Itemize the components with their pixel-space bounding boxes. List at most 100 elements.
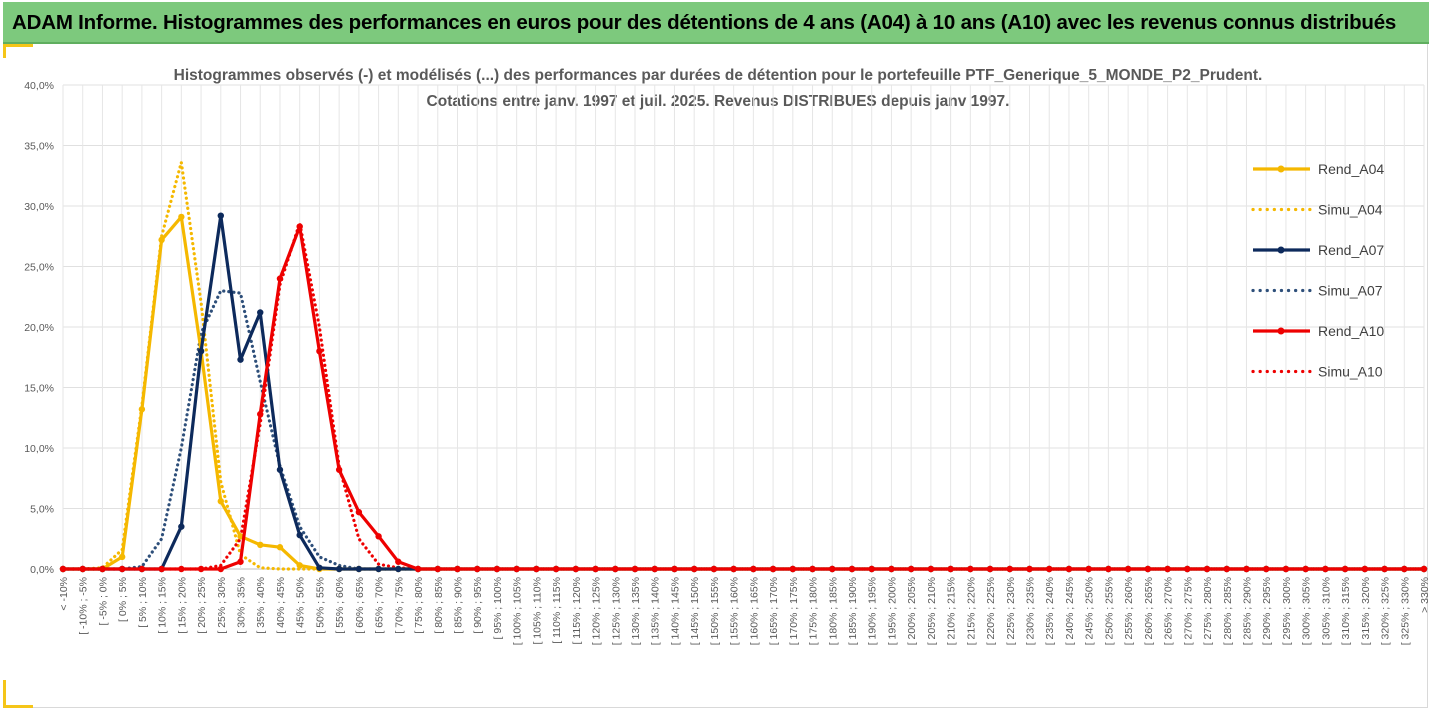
x-tick-label: [ 85% ; 90%: [452, 577, 464, 634]
report-banner: ADAM Informe. Histogrammes des performan…: [3, 2, 1429, 44]
data-point-rend_a10: [1046, 565, 1053, 573]
data-point-rend_a10: [631, 565, 639, 573]
legend-marker-rend_a10: [1277, 327, 1285, 335]
data-point-rend_a07: [335, 565, 343, 573]
chart-series: [59, 160, 1428, 573]
data-point-rend_a10: [99, 565, 106, 573]
data-point-rend_a10: [454, 565, 461, 573]
data-point-rend_a10: [868, 565, 875, 573]
legend-label-simu_a07: Simu_A07: [1318, 283, 1383, 299]
data-point-rend_a07: [316, 564, 323, 571]
data-point-rend_a10: [888, 565, 895, 573]
chart-title-line-2: Cotations entre janv. 1997 et juil. 2025…: [427, 93, 1010, 110]
data-point-rend_a10: [809, 565, 816, 573]
x-tick-label: [ 125% ; 130%: [610, 577, 622, 645]
data-point-rend_a07: [217, 212, 224, 219]
data-point-rend_a07: [178, 523, 185, 530]
x-tick-label: [ 165% ; 170%: [768, 577, 780, 645]
data-point-rend_a07: [355, 565, 363, 573]
x-tick-label: [ 105% ; 110%: [531, 577, 543, 645]
data-point-rend_a10: [1243, 565, 1250, 573]
data-point-rend_a10: [1144, 565, 1152, 573]
data-point-rend_a04: [217, 498, 224, 505]
data-point-rend_a10: [197, 565, 205, 573]
data-point-rend_a10: [335, 466, 343, 473]
data-point-rend_a10: [1282, 565, 1290, 573]
x-tick-label: [ 200% ; 205%: [906, 577, 918, 645]
x-tick-label: [ 65% ; 70%: [374, 577, 386, 634]
data-point-rend_a10: [1164, 565, 1171, 573]
x-tick-label: [ 70% ; 75%: [393, 577, 405, 634]
data-point-rend_a10: [1184, 565, 1191, 573]
chart-title-line-1: Histogrammes observés (-) et modélisés (…: [174, 67, 1263, 84]
legend-marker-rend_a07: [1277, 246, 1285, 254]
x-tick-label: [ 320% ; 325%: [1380, 577, 1392, 645]
series-line-rend_a07: [63, 214, 1424, 571]
data-point-rend_a10: [1124, 565, 1132, 573]
x-tick-label: [ 20% ; 25%: [196, 577, 208, 634]
data-point-rend_a10: [1065, 565, 1073, 573]
data-point-rend_a10: [1420, 565, 1428, 573]
x-tick-label: [ 225% ; 230%: [1005, 577, 1017, 645]
data-point-rend_a10: [552, 565, 560, 573]
data-point-rend_a04: [257, 541, 264, 548]
data-point-rend_a10: [316, 348, 323, 355]
data-point-rend_a10: [572, 565, 580, 573]
x-tick-label: [ 285% ; 290%: [1241, 577, 1253, 645]
x-tick-label: [ 240% ; 245%: [1064, 577, 1076, 645]
data-point-rend_a10: [927, 565, 935, 573]
data-point-rend_a10: [1223, 565, 1230, 573]
x-tick-label: [ 145% ; 150%: [689, 577, 701, 645]
accent-bar-left-bottom: [3, 680, 6, 708]
data-point-rend_a10: [178, 565, 185, 573]
x-tick-label: [ 10% ; 15%: [157, 577, 169, 634]
x-tick-label: [ 265% ; 270%: [1163, 577, 1175, 645]
data-point-rend_a10: [217, 565, 224, 573]
data-point-rend_a10: [612, 565, 619, 573]
data-point-rend_a10: [474, 565, 481, 573]
data-point-rend_a04: [138, 406, 146, 413]
data-point-rend_a10: [592, 565, 599, 573]
x-tick-label: [ 230% ; 235%: [1025, 577, 1037, 645]
x-tick-label: [ 140% ; 145%: [669, 577, 681, 645]
data-point-rend_a10: [237, 558, 244, 565]
x-tick-label: [ 190% ; 195%: [867, 577, 879, 645]
data-point-rend_a04: [158, 236, 165, 244]
x-tick-label: [ 55% ; 60%: [334, 577, 346, 634]
data-point-rend_a10: [671, 565, 678, 573]
report-title: ADAM Informe. Histogrammes des performan…: [12, 11, 1397, 34]
data-point-rend_a10: [907, 565, 915, 573]
y-tick-label: 40,0%: [24, 80, 54, 92]
data-point-rend_a10: [395, 558, 402, 565]
series-line-simu_a07: [61, 289, 1426, 571]
data-point-rend_a10: [59, 565, 67, 573]
legend-label-simu_a10: Simu_A10: [1318, 364, 1383, 380]
data-point-rend_a10: [829, 565, 836, 573]
x-tick-label: [ 235% ; 240%: [1044, 577, 1056, 645]
data-point-rend_a10: [1302, 565, 1309, 573]
data-point-rend_a10: [296, 223, 303, 230]
data-point-rend_a10: [1341, 565, 1349, 573]
x-tick-label: [ 95% ; 100%: [492, 577, 504, 639]
x-tick-label: > 330%: [1419, 577, 1431, 613]
data-point-rend_a10: [1322, 565, 1329, 573]
x-tick-label: [ 220% ; 225%: [985, 577, 997, 645]
data-point-rend_a10: [730, 565, 737, 573]
x-axis-ticks: < -10% [ -10% ; -5% [ -5% ; 0% [ 0% ; 5% [ 5…: [58, 577, 1431, 645]
data-point-rend_a10: [986, 565, 994, 573]
x-tick-label: [ 135% ; 140%: [650, 577, 662, 645]
x-tick-label: [ 80% ; 85%: [433, 577, 445, 634]
data-point-rend_a10: [750, 565, 757, 573]
x-tick-label: [ 170% ; 175%: [788, 577, 800, 645]
data-point-rend_a10: [1381, 565, 1388, 573]
x-tick-label: [ 15% ; 20%: [176, 577, 188, 634]
legend-marker-rend_a04: [1277, 165, 1285, 173]
data-point-rend_a10: [1026, 565, 1033, 573]
x-tick-label: [ 185% ; 190%: [847, 577, 859, 645]
accent-bar-top: [3, 44, 33, 47]
data-point-rend_a10: [375, 533, 382, 540]
x-tick-label: [ 215% ; 220%: [965, 577, 977, 645]
x-tick-label: [ 115% ; 120%: [571, 577, 583, 645]
x-tick-label: [ 305% ; 310%: [1320, 577, 1332, 645]
